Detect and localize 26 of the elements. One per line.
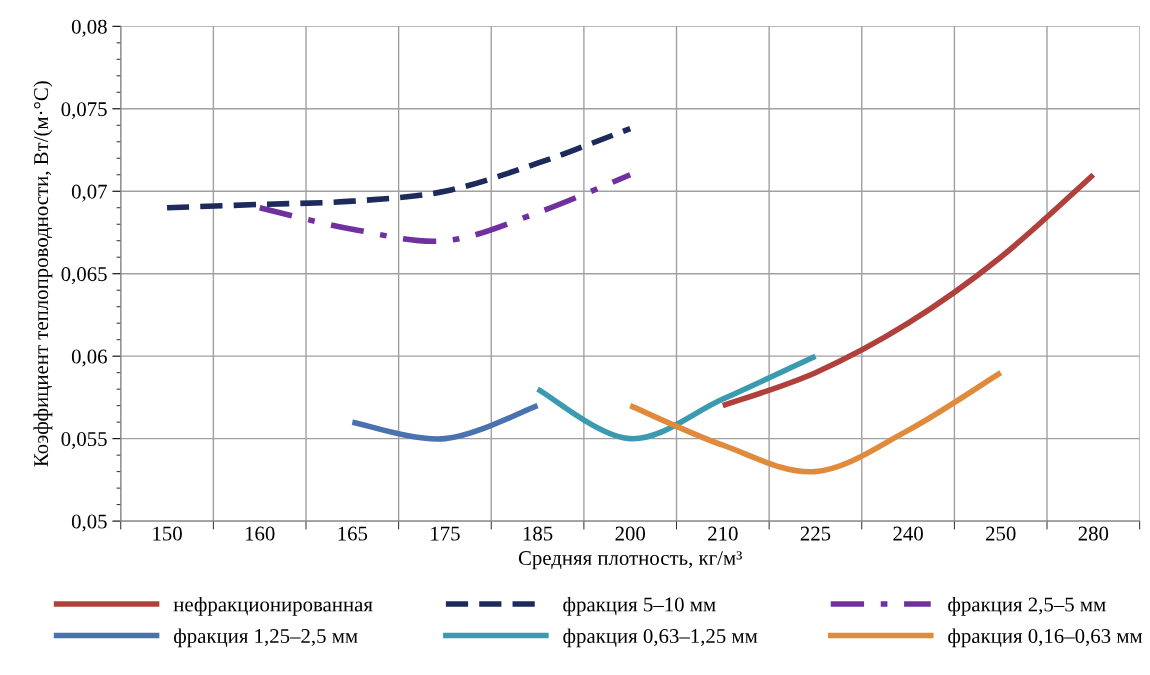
x-tick-label: 150 [153, 526, 182, 541]
x-tick-label: 160 [245, 526, 275, 541]
x-tick-label: 185 [523, 526, 553, 541]
legend-label: фракция 0,16–0,63 мм [948, 628, 1143, 648]
y-tick-label: 0,055 [61, 432, 107, 450]
x-tick-label: 210 [708, 526, 738, 541]
x-tick-label: 225 [800, 526, 831, 541]
y-axis-title: Коэффициент теплопроводности, Вт/(м·°С) [33, 81, 53, 467]
legend-label: фракция 5–10 мм [563, 596, 716, 616]
legend-label: нефракционированная [173, 596, 373, 616]
x-tick-label: 250 [986, 526, 1016, 541]
y-tick-label: 0,07 [71, 184, 107, 202]
legend-label: фракция 0,63–1,25 мм [563, 628, 758, 648]
y-tick-label: 0,065 [61, 267, 107, 285]
y-tick-label: 0,05 [71, 514, 107, 532]
x-axis-title: Средняя плотность, кг/м³ [518, 551, 743, 570]
x-tick-label: 175 [431, 526, 460, 541]
legend-label: фракция 1,25–2,5 мм [174, 628, 358, 648]
x-tick-label: 240 [893, 526, 923, 541]
y-tick-label: 0,06 [71, 349, 107, 367]
x-tick-label: 165 [338, 526, 368, 541]
y-tick-label: 0,08 [71, 19, 107, 37]
x-tick-label: 200 [615, 526, 646, 541]
legend-label: фракция 2,5–5 мм [948, 596, 1106, 616]
y-tick-label: 0,075 [61, 102, 107, 120]
x-tick-label: 280 [1078, 526, 1109, 541]
